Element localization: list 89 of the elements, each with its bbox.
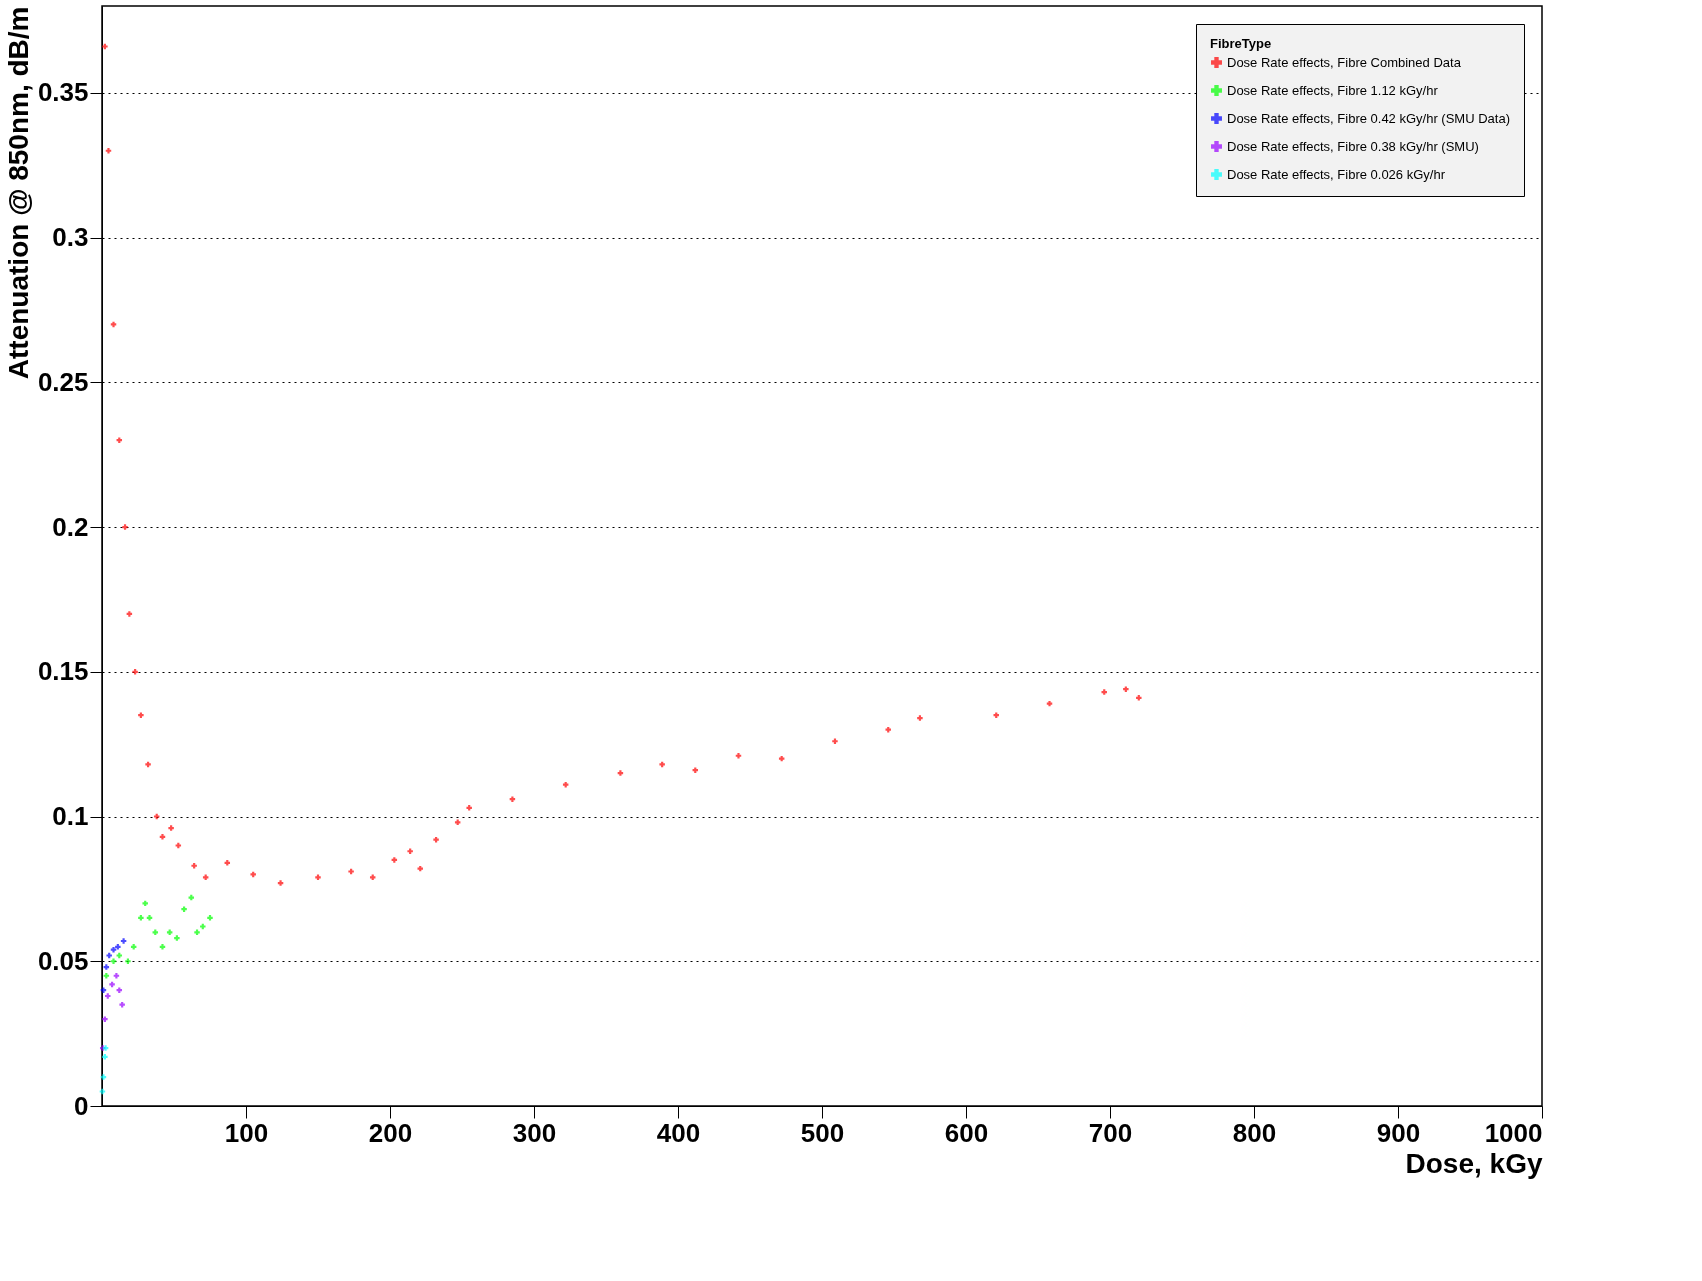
point [130, 944, 137, 950]
point [110, 958, 117, 964]
point [391, 857, 398, 863]
point [188, 894, 195, 901]
y-tick-label: 0 [74, 1090, 89, 1121]
point [250, 871, 256, 878]
point [100, 987, 107, 993]
point [116, 987, 123, 993]
legend-title: FibreType [1210, 36, 1272, 51]
y-tick-label: 0.1 [52, 801, 89, 832]
point [348, 868, 354, 875]
point [832, 738, 838, 744]
point [1136, 695, 1142, 701]
point [993, 712, 999, 718]
point [138, 712, 144, 718]
point [207, 915, 213, 921]
point [115, 944, 121, 950]
point [99, 1088, 106, 1095]
point [174, 935, 180, 941]
x-tick-label: 700 [1088, 1117, 1133, 1148]
point [146, 915, 153, 921]
point [200, 923, 206, 930]
point [917, 715, 923, 721]
x-axis-title: Dose, kGy [1405, 1147, 1543, 1179]
point [119, 1001, 125, 1008]
point [142, 900, 148, 907]
point [224, 860, 231, 866]
point [106, 952, 112, 959]
point [126, 611, 133, 617]
point [132, 669, 138, 675]
point [617, 770, 624, 776]
point [315, 874, 321, 881]
point [100, 1074, 107, 1080]
point [138, 915, 144, 921]
point [102, 1016, 108, 1022]
point [122, 524, 128, 530]
point [110, 946, 117, 953]
point [175, 842, 182, 849]
point [125, 958, 131, 964]
point [181, 906, 187, 912]
point [277, 880, 284, 886]
x-tick-label: 600 [944, 1117, 989, 1148]
point [194, 929, 200, 936]
point [105, 993, 111, 999]
x-tick-label: 300 [512, 1117, 557, 1148]
x-tick-label: 200 [368, 1117, 413, 1148]
point [120, 938, 127, 944]
legend-label: Dose Rate effects, Fibre 1.12 kGy/hr [1227, 82, 1439, 98]
point [1123, 686, 1129, 692]
y-tick-label: 0.2 [52, 511, 89, 542]
point [168, 825, 174, 831]
point [659, 761, 665, 768]
x-tick-label: 900 [1376, 1117, 1421, 1148]
point [466, 805, 472, 811]
point [159, 944, 166, 950]
point [1101, 689, 1107, 695]
x-tick-label: 400 [656, 1117, 701, 1148]
point [109, 981, 115, 988]
point [509, 796, 516, 802]
point [102, 43, 108, 50]
x-tick-label: 100 [224, 1117, 269, 1148]
x-tick-label: 1000 [1484, 1117, 1543, 1148]
legend-label: Dose Rate effects, Fibre 0.42 kGy/hr (SMU Data) [1227, 110, 1510, 126]
point [145, 761, 151, 768]
legend-label: Dose Rate effects, Fibre 0.38 kGy/hr (SMU) [1227, 138, 1479, 154]
legend-label: Dose Rate effects, Fibre Combined Data [1227, 54, 1462, 70]
legend-label: Dose Rate effects, Fibre 0.026 kGy/hr [1227, 166, 1446, 182]
y-tick-label: 0.15 [37, 656, 89, 687]
x-tick-label: 800 [1232, 1117, 1277, 1148]
y-tick-label: 0.3 [52, 222, 89, 253]
point [110, 321, 117, 328]
point [1046, 700, 1053, 707]
point [105, 148, 112, 154]
point [116, 952, 123, 959]
point [153, 813, 160, 820]
y-axis-title: Attenuation @ 850nm, dB/m [2, 6, 34, 380]
y-tick-label: 0.35 [37, 77, 89, 108]
point [433, 836, 439, 843]
point [191, 863, 197, 869]
point [735, 753, 742, 759]
point [159, 834, 166, 840]
y-tick-label: 0.25 [37, 366, 89, 397]
point [102, 1054, 108, 1060]
point [692, 767, 699, 773]
point [116, 437, 123, 443]
y-tick-label: 0.05 [37, 945, 89, 976]
point [407, 848, 413, 854]
point [103, 964, 110, 970]
x-tick-label: 500 [800, 1117, 845, 1148]
